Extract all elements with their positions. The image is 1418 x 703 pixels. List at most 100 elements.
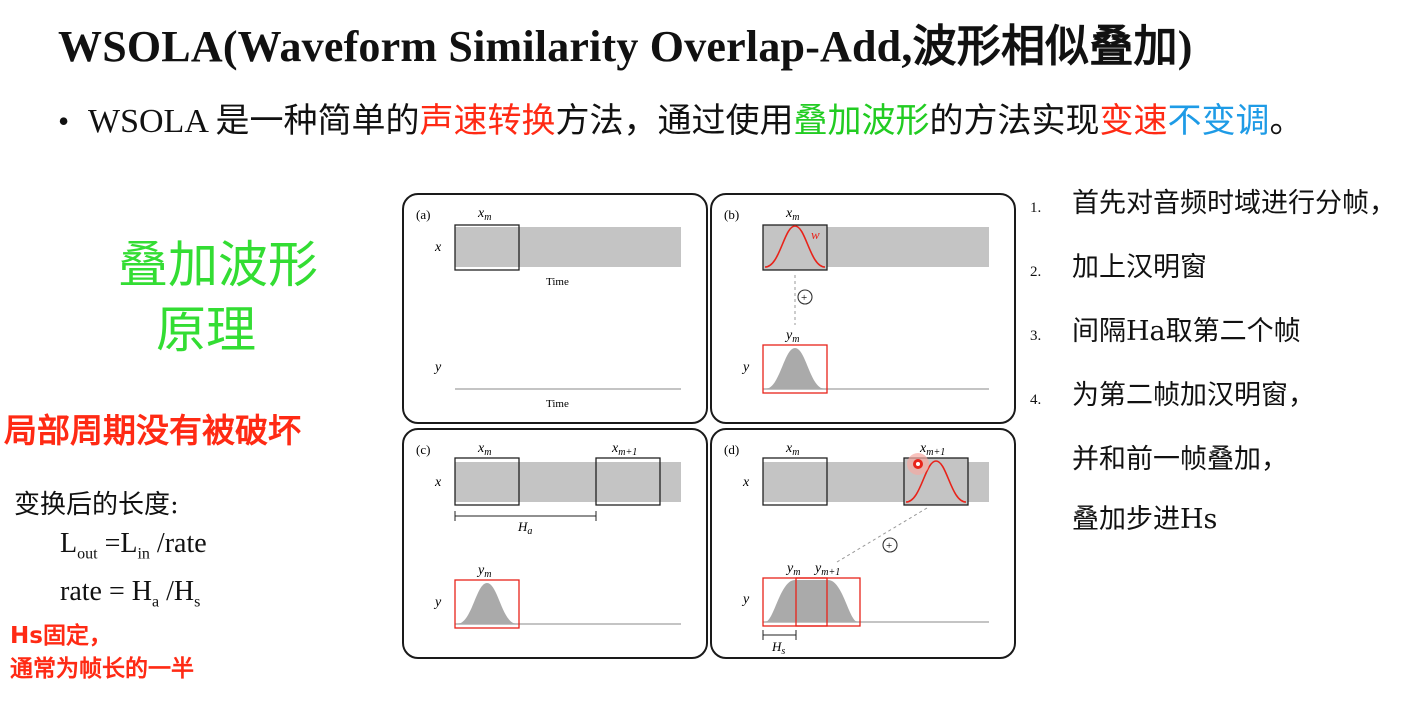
window-w-label: w: [811, 227, 820, 242]
list-item: 2. 加上汉明窗: [1030, 238, 1410, 302]
cursor-center: [916, 462, 920, 466]
bullet-part: WSOLA 是一种简单的: [88, 103, 420, 140]
step-text: 叠加步进Hs: [1072, 504, 1218, 535]
step-text: 间隔Ha取第二个帧: [1072, 316, 1301, 347]
y-axis-label: y: [741, 592, 750, 607]
time-label: Time: [546, 276, 569, 288]
bullet-highlight-red: 声速转换: [419, 103, 556, 140]
frame-xm-box: [762, 457, 828, 506]
frame-xm-box: [454, 224, 520, 271]
plus-symbol: +: [801, 292, 807, 304]
xm-label: xm: [477, 441, 491, 458]
xm-label: xm: [477, 206, 491, 223]
panel-a: (a) xm x Time y Time: [402, 193, 708, 424]
plus-circle-icon: [882, 537, 898, 553]
formula-part: =L: [97, 528, 138, 559]
hamming-window-curve: [764, 225, 826, 268]
formula-rate: rate = Ha /Hs: [60, 576, 200, 612]
frame-xm1-box: [595, 457, 661, 506]
ym-label: ym: [785, 561, 800, 578]
step-number: 2.: [1030, 264, 1042, 280]
length-label: 变换后的长度:: [14, 490, 179, 520]
panel-a-label: (a): [416, 207, 430, 222]
ym-label: ym: [784, 328, 799, 345]
panel-d: (d) xm xm+1 x + ym ym+1 y Hs: [710, 428, 1016, 659]
list-item: 并和前一帧叠加，: [1030, 430, 1410, 490]
xm-label: xm: [785, 441, 799, 458]
step-text: 首先对音频时域进行分帧，: [1072, 188, 1396, 219]
step-number: 1.: [1030, 200, 1042, 216]
bullet-part: 。: [1269, 103, 1304, 140]
list-item: 1. 首先对音频时域进行分帧，: [1030, 174, 1410, 238]
list-item: 叠加步进Hs: [1030, 490, 1410, 550]
panel-d-figure: (d) xm xm+1 x + ym ym+1 y Hs: [724, 441, 989, 657]
output-frame-box-2: [795, 577, 861, 627]
panel-b-label: (b): [724, 207, 739, 222]
signal-x-band: [455, 227, 681, 267]
y-axis-label: y: [433, 360, 442, 375]
formula-sub: a: [151, 593, 160, 611]
x-axis-label: x: [434, 475, 442, 490]
dashed-arrow: [836, 507, 928, 563]
formula-part: L: [60, 528, 78, 559]
time-label: Time: [546, 398, 569, 410]
plus-symbol: +: [886, 540, 892, 552]
slide-title: WSOLA(Waveform Similarity Overlap-Add,波形…: [58, 22, 1193, 71]
hs-note: Hs固定， 通常为帧长的一半: [10, 620, 194, 686]
panel-a-figure: (a) xm x Time y Time: [416, 206, 681, 410]
step-number: 3.: [1030, 328, 1042, 344]
ha-label: Ha: [517, 519, 532, 537]
plus-circle-icon: [797, 289, 813, 305]
bullet-highlight-red: 变速: [1099, 103, 1168, 140]
y-axis-label: y: [433, 595, 442, 610]
windowed-frame-shape: [457, 583, 517, 624]
step-text: 并和前一帧叠加，: [1072, 444, 1288, 475]
hs-label: Hs: [771, 639, 785, 657]
formula-part: /rate: [149, 528, 207, 559]
overlap-added-shape: [765, 580, 858, 622]
xm1-label: xm+1: [611, 441, 637, 458]
principle-line1: 叠加波形: [118, 236, 318, 294]
list-item: 3. 间隔Ha取第二个帧: [1030, 302, 1410, 366]
xm1-label: xm+1: [919, 441, 945, 458]
bullet-part: 的方法实现: [929, 103, 1100, 140]
formula-lout: Lout =Lin /rate: [60, 528, 207, 564]
ym1-label: ym+1: [813, 561, 840, 578]
panel-d-label: (d): [724, 442, 739, 457]
formula-sub: out: [77, 545, 98, 563]
step-text: 加上汉明窗: [1072, 252, 1207, 283]
windowed-frame-shape: [765, 348, 825, 389]
panel-c-figure: (c) xm xm+1 x Ha ym y: [416, 441, 681, 629]
bullet-part: 方法，通过使用: [555, 103, 794, 140]
panel-b-figure: (b) xm w + ym y: [724, 206, 989, 394]
y-axis-label: y: [741, 360, 750, 375]
formula-sub: s: [194, 593, 201, 611]
formula-sub: in: [137, 545, 150, 563]
frame-xm-box: [454, 457, 520, 506]
xm-label: xm: [785, 206, 799, 223]
step-text: 为第二帧加汉明窗，: [1072, 380, 1315, 411]
list-item: 4. 为第二帧加汉明窗，: [1030, 366, 1410, 430]
output-frame-box: [454, 579, 520, 629]
formula-part: /H: [159, 576, 195, 607]
bullet-text: WSOLA 是一种简单的声速转换方法，通过使用叠加波形的方法实现变速不变调。: [88, 99, 1378, 145]
x-axis-label: x: [434, 240, 442, 255]
panel-c: (c) xm xm+1 x Ha ym y: [402, 428, 708, 659]
bullet-dot: •: [58, 103, 70, 139]
bullet-highlight-green: 叠加波形: [793, 103, 930, 140]
bullet-highlight-blue: 不变调: [1167, 103, 1270, 140]
x-axis-label: x: [742, 475, 750, 490]
output-frame-box: [762, 577, 828, 627]
formula-part: rate = H: [60, 576, 152, 607]
panel-b: (b) xm w + ym y: [710, 193, 1016, 424]
note-period-preserved: 局部周期没有被破坏: [4, 411, 301, 450]
hs-note-line1: Hs固定，: [10, 623, 112, 649]
ym-label: ym: [476, 563, 491, 580]
principle-line2: 原理: [156, 301, 256, 359]
panel-c-label: (c): [416, 442, 430, 457]
steps-list: 1. 首先对音频时域进行分帧， 2. 加上汉明窗 3. 间隔Ha取第二个帧 4. 为第二…: [1030, 174, 1410, 550]
hamming-window-curve: [905, 460, 967, 503]
step-number: 4.: [1030, 392, 1042, 408]
output-frame-box: [762, 344, 828, 394]
signal-x-band: [455, 462, 681, 502]
